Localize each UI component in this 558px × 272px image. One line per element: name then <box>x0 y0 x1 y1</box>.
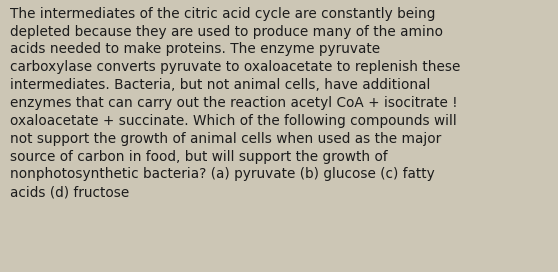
Text: The intermediates of the citric acid cycle are constantly being
depleted because: The intermediates of the citric acid cyc… <box>10 7 460 199</box>
